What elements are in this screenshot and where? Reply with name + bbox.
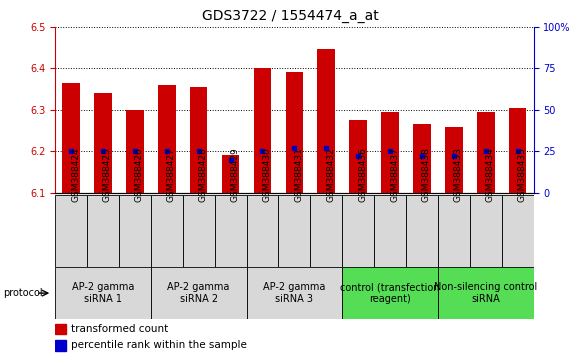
Text: Non-silencing control
siRNA: Non-silencing control siRNA [434,282,538,304]
Bar [94,93,112,193]
Text: GSM388437: GSM388437 [390,147,399,202]
FancyBboxPatch shape [183,195,215,267]
FancyBboxPatch shape [278,195,310,267]
Bar [222,155,240,193]
Bar [477,112,495,193]
FancyBboxPatch shape [87,195,119,267]
FancyBboxPatch shape [151,195,183,267]
Text: GSM388426: GSM388426 [135,147,144,202]
Text: GSM388432: GSM388432 [326,147,335,202]
FancyBboxPatch shape [342,267,438,319]
Text: GSM388434: GSM388434 [486,147,495,202]
FancyBboxPatch shape [246,195,278,267]
FancyBboxPatch shape [55,195,87,267]
FancyBboxPatch shape [470,195,502,267]
Text: control (transfection
reagent): control (transfection reagent) [340,282,440,304]
Bar [62,83,80,193]
FancyBboxPatch shape [342,195,374,267]
FancyBboxPatch shape [310,195,342,267]
Text: GSM388438: GSM388438 [422,147,431,202]
FancyBboxPatch shape [246,267,342,319]
FancyBboxPatch shape [438,267,534,319]
Bar [126,110,144,193]
FancyBboxPatch shape [502,195,534,267]
Bar [317,50,335,193]
Text: GSM388428: GSM388428 [198,147,208,202]
Bar [381,112,399,193]
FancyBboxPatch shape [374,195,406,267]
Bar [445,127,463,193]
Text: transformed count: transformed count [71,324,168,334]
Text: percentile rank within the sample: percentile rank within the sample [71,340,246,350]
Bar [55,324,66,335]
Text: AP-2 gamma
siRNA 3: AP-2 gamma siRNA 3 [263,282,325,304]
Bar [285,72,303,193]
FancyBboxPatch shape [438,195,470,267]
Text: GSM388431: GSM388431 [294,147,303,202]
Text: AP-2 gamma
siRNA 2: AP-2 gamma siRNA 2 [168,282,230,304]
Bar [413,124,431,193]
Text: GSM388430: GSM388430 [262,147,271,202]
Bar [55,340,66,350]
FancyBboxPatch shape [151,267,246,319]
Text: GSM388436: GSM388436 [358,147,367,202]
Text: AP-2 gamma
siRNA 1: AP-2 gamma siRNA 1 [72,282,134,304]
Text: GSM388424: GSM388424 [71,147,80,202]
Text: GSM388427: GSM388427 [167,147,176,202]
Bar [190,87,208,193]
Text: GDS3722 / 1554474_a_at: GDS3722 / 1554474_a_at [202,9,378,23]
Text: protocol: protocol [3,288,42,298]
Bar [509,108,527,193]
Text: GSM388433: GSM388433 [454,147,463,202]
Bar [349,120,367,193]
Bar [158,85,176,193]
FancyBboxPatch shape [119,195,151,267]
FancyBboxPatch shape [215,195,246,267]
FancyBboxPatch shape [55,267,151,319]
Text: GSM388435: GSM388435 [517,147,527,202]
Bar [253,68,271,193]
Text: GSM388425: GSM388425 [103,147,112,202]
FancyBboxPatch shape [406,195,438,267]
Text: GSM388429: GSM388429 [231,147,240,202]
